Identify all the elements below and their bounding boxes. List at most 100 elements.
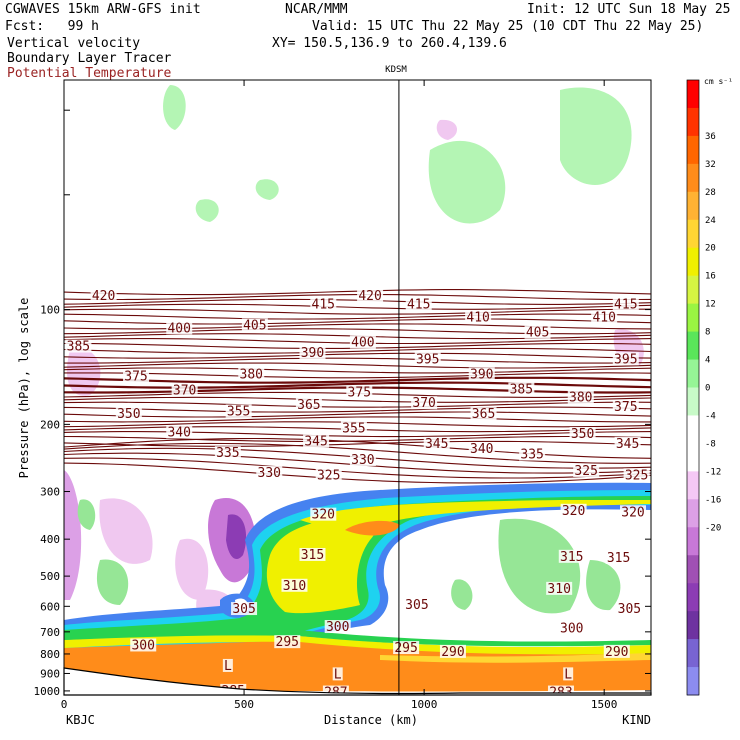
theta-label-bg — [612, 352, 639, 366]
theta-label-bg — [171, 383, 198, 397]
theta-label-bg — [468, 441, 495, 455]
theta-contour-line — [64, 357, 651, 364]
theta-label-bg — [238, 367, 265, 381]
theta-contour-line — [64, 372, 651, 379]
theta-label-bg — [573, 463, 600, 477]
theta-contour-line — [64, 431, 651, 438]
theta-label-bg — [324, 620, 351, 634]
theta-label: 320 — [562, 504, 585, 519]
legend-label: 8 — [705, 328, 710, 338]
xy-extent: XY= 150.5,136.9 to 260.4,139.6 — [272, 36, 507, 51]
theta-contour-line — [64, 352, 651, 359]
theta-label-bg — [470, 407, 497, 421]
theta-label-bg — [241, 318, 268, 332]
theta-label: 315 — [607, 551, 630, 566]
theta-label: 300 — [560, 621, 583, 636]
y-tick-label: 400 — [40, 533, 60, 546]
theta-label: 305 — [405, 598, 428, 613]
theta-contour-line — [64, 437, 651, 459]
theta-label: 295 — [276, 635, 299, 650]
legend-swatch — [687, 275, 699, 305]
theta-label: 395 — [416, 352, 439, 367]
theta-label-bg — [281, 578, 308, 592]
theta-label: 390 — [301, 346, 324, 361]
y-tick-label: 500 — [40, 570, 60, 583]
theta-label-bg — [340, 421, 367, 435]
legend-label: -16 — [705, 495, 721, 505]
theta-label-bg — [519, 447, 546, 461]
theta-contour-line — [64, 313, 651, 320]
theta-label-bg — [295, 398, 322, 412]
theta-label: 420 — [92, 289, 115, 304]
theta-contour-line — [64, 462, 651, 484]
theta-label-bg — [303, 434, 330, 448]
legend-label: 12 — [705, 300, 716, 310]
theta-label-bg — [349, 335, 376, 349]
theta-label: 365 — [297, 398, 320, 413]
theta-label: 390 — [470, 368, 493, 383]
theta-label-bg — [563, 667, 574, 681]
x-tick-label: 1000 — [411, 698, 438, 711]
theta-label: 385 — [510, 382, 533, 397]
theta-contour-line — [64, 303, 651, 310]
theta-label-bg — [403, 597, 430, 611]
theta-label: 375 — [348, 386, 371, 401]
theta-label: 300 — [131, 638, 154, 653]
valid-time: Valid: 15 UTC Thu 22 May 25 (10 CDT Thu … — [312, 19, 704, 34]
theta-label: 405 — [526, 326, 549, 341]
legend-label: 28 — [705, 188, 716, 198]
model-title: CGWAVES 15km ARW-GFS init — [5, 2, 201, 17]
theta-label: 290 — [605, 645, 628, 660]
legend-swatch — [687, 387, 699, 416]
theta-label: L — [564, 667, 572, 682]
legend-label: -4 — [705, 411, 716, 421]
theta-label: 345 — [304, 435, 327, 450]
theta-label: 305 — [618, 602, 641, 617]
theta-contour-line — [64, 323, 651, 330]
theta-label: 345 — [425, 437, 448, 452]
theta-contour-line — [64, 435, 651, 443]
theta-label-bg — [166, 425, 193, 439]
legend-swatch — [687, 583, 699, 612]
theta-label-bg — [357, 288, 384, 302]
theta-label-bg — [405, 297, 432, 311]
theta-label-bg — [508, 382, 535, 396]
legend-label: 36 — [705, 132, 716, 142]
theta-label-bg — [299, 547, 326, 561]
theta-label-bg — [322, 685, 349, 695]
y-tick-label: 900 — [40, 667, 60, 680]
theta-label: 335 — [216, 446, 239, 461]
theta-label-bg — [274, 635, 301, 649]
theta-label-bg — [166, 321, 193, 335]
legend-label: 20 — [705, 244, 716, 254]
theta-label: 300 — [326, 620, 349, 635]
x-tick-label: 500 — [234, 698, 254, 711]
theta-label: 420 — [358, 289, 381, 304]
theta-label-bg — [214, 446, 241, 460]
theta-label: 405 — [243, 318, 266, 333]
theta-label-bg — [115, 407, 142, 421]
theta-label: 287 — [324, 686, 347, 701]
legend-label: 32 — [705, 160, 716, 170]
theta-label: 385 — [67, 340, 90, 355]
legend-swatch — [687, 443, 699, 472]
org-label: NCAR/MMM — [285, 2, 348, 17]
theta-label: 355 — [227, 404, 250, 419]
theta-label-bg — [411, 396, 438, 410]
theta-label-bg — [616, 602, 643, 616]
y-tick-label: 100 — [40, 304, 60, 317]
plot-frame — [63, 79, 652, 696]
theta-label-bg — [256, 465, 283, 479]
legend-label: 4 — [705, 356, 710, 366]
y-axis-ticks: 100 200 300 400 500 600 700 800 900 1000 — [34, 109, 651, 698]
legend-label: 24 — [705, 216, 716, 226]
theta-label: 295 — [394, 641, 417, 656]
y-tick-label: 300 — [40, 486, 60, 499]
theta-label-bg — [123, 369, 150, 383]
theta-label: 283 — [549, 686, 572, 701]
x-tick-label: 0 — [61, 698, 68, 711]
theta-label-bg — [439, 644, 466, 658]
legend-swatch — [687, 639, 699, 668]
theta-label-bg — [231, 602, 258, 616]
